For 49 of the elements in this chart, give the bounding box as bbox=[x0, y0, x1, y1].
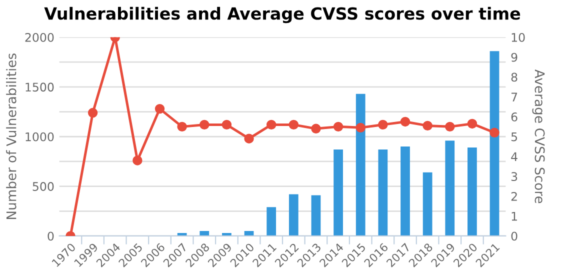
y-axis-title: Number of Vulnerabilities bbox=[6, 54, 16, 220]
y-tick-label: 1500 bbox=[26, 82, 54, 92]
point bbox=[467, 118, 478, 129]
bar bbox=[445, 140, 455, 236]
y-tick-label: 2000 bbox=[25, 32, 54, 42]
point bbox=[88, 108, 98, 118]
y2-tick-label: 6 bbox=[511, 112, 518, 122]
bar bbox=[200, 231, 210, 236]
bar bbox=[288, 194, 298, 236]
point bbox=[222, 120, 232, 130]
y-tick-label: 1000 bbox=[26, 132, 54, 142]
y-tick-label: 0 bbox=[48, 232, 54, 241]
y2-tick-label: 5 bbox=[511, 132, 518, 142]
point bbox=[244, 134, 254, 144]
y2-tick-label: 10 bbox=[512, 32, 525, 42]
point bbox=[200, 120, 210, 130]
bar bbox=[334, 150, 343, 236]
y2-tick-label: 8 bbox=[511, 72, 518, 82]
point bbox=[422, 120, 432, 131]
point bbox=[356, 122, 366, 133]
y2-axis-title: Average CVSS Score bbox=[532, 69, 545, 204]
y2-tick-label: 3 bbox=[511, 172, 518, 182]
y2-tick-label: 7 bbox=[512, 92, 518, 102]
y-tick-label: 500 bbox=[32, 182, 54, 191]
bar bbox=[468, 148, 477, 236]
y2-tick-label: 0 bbox=[511, 232, 518, 241]
point bbox=[378, 120, 388, 130]
point bbox=[154, 104, 165, 114]
point bbox=[333, 122, 344, 132]
bar bbox=[378, 150, 388, 236]
point bbox=[288, 120, 299, 130]
y2-tick-label: 9 bbox=[511, 52, 518, 62]
bar bbox=[490, 51, 500, 236]
point bbox=[266, 120, 276, 130]
point bbox=[177, 122, 187, 132]
point bbox=[132, 156, 142, 166]
bar bbox=[311, 195, 321, 236]
point bbox=[400, 116, 410, 127]
point bbox=[311, 124, 321, 134]
bar bbox=[356, 94, 366, 236]
bar bbox=[266, 207, 276, 236]
chart-title: Vulnerabilities and Average CVSS scores over time bbox=[44, 6, 520, 24]
y2-tick-label: 4 bbox=[511, 152, 518, 161]
point bbox=[490, 128, 500, 138]
y2-tick-label: 2 bbox=[511, 192, 517, 201]
bar bbox=[400, 146, 410, 236]
point bbox=[445, 122, 455, 132]
bar bbox=[422, 172, 432, 236]
y2-tick-label: 1 bbox=[512, 212, 517, 221]
